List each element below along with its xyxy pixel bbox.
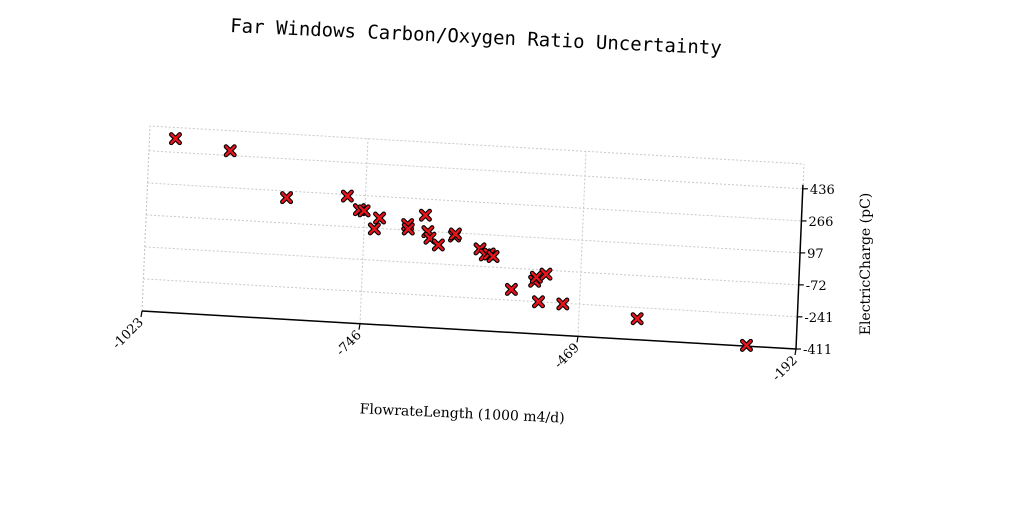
data-point [630, 312, 644, 326]
data-point [401, 222, 415, 236]
x-tick-label: -469 [552, 341, 583, 372]
y-axis-label: ElectricCharge (pC) [858, 193, 874, 336]
y-tick-label: 97 [807, 247, 824, 262]
data-point [340, 189, 354, 203]
x-gridline [141, 125, 151, 312]
chart-title: Far Windows Carbon/Oxygen Ratio Uncertai… [230, 15, 722, 59]
data-point [367, 222, 381, 236]
data-point [223, 144, 237, 158]
data-point [504, 282, 518, 296]
x-tick-label: -746 [334, 328, 365, 359]
data-point [539, 267, 553, 281]
data-point [168, 132, 182, 146]
data-point [280, 191, 294, 205]
x-tick [140, 310, 143, 318]
x-tick [358, 323, 361, 330]
x-gridline [359, 138, 369, 324]
data-point [531, 295, 545, 309]
x-axis-line [141, 310, 797, 350]
data-point [529, 270, 543, 284]
y-axis-line [795, 184, 804, 350]
data-point [373, 211, 387, 225]
plot-frame [141, 125, 805, 312]
tick-labels: -1023 -746 -469 -192-411 -241 -72 97 266 436 [110, 183, 835, 385]
y-tick-label: -72 [806, 279, 827, 294]
data-point [448, 227, 462, 241]
data-point [739, 338, 753, 352]
y-gridline [143, 278, 798, 318]
y-gridline [144, 246, 799, 286]
data-point [357, 204, 371, 218]
x-tick-label: -192 [770, 353, 801, 384]
data-point [556, 297, 570, 311]
y-gridline [147, 182, 802, 222]
y-tick-label: -241 [804, 311, 833, 326]
y-tick-label: -411 [803, 343, 832, 358]
y-gridline [148, 150, 803, 190]
data-point [431, 238, 445, 252]
x-tick [794, 348, 797, 356]
x-axis-label: FlowrateLength (1000 m4/d) [359, 401, 565, 426]
data-point [486, 249, 500, 263]
y-tick-label: 266 [809, 215, 834, 230]
grid [141, 125, 805, 350]
data-points [168, 132, 753, 352]
x-tick [576, 336, 579, 343]
axes-spines [141, 184, 804, 350]
x-tick-label: -1023 [110, 315, 147, 352]
axis-ticks [140, 188, 808, 356]
x-gridline [577, 151, 587, 337]
y-tick-label: 436 [810, 183, 835, 198]
data-point [418, 208, 432, 222]
y-gridline [146, 214, 801, 254]
